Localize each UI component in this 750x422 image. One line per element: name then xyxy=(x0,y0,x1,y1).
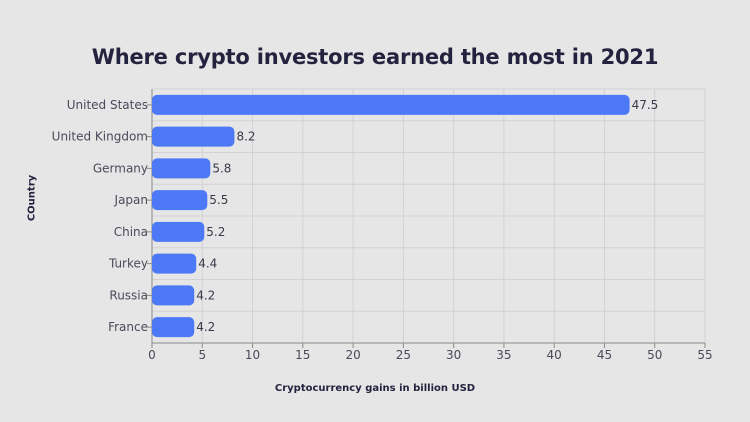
x-tick-label: 25 xyxy=(396,348,411,362)
x-tick-label: 45 xyxy=(597,348,612,362)
bar-value-label: 5.8 xyxy=(212,161,231,175)
bar-china xyxy=(152,221,205,242)
bar-france xyxy=(152,317,195,338)
bar-germany xyxy=(152,158,211,179)
x-tick-label: 35 xyxy=(496,348,511,362)
x-tick-label: 40 xyxy=(547,348,562,362)
category-label: Germany xyxy=(93,161,148,175)
x-tick-label: 5 xyxy=(198,348,206,362)
x-tick-label: 55 xyxy=(697,348,712,362)
bar-value-label: 5.5 xyxy=(209,193,228,207)
y-axis-label: COuntry xyxy=(26,174,38,222)
x-axis-label: Cryptocurrency gains in billion USD xyxy=(274,383,476,394)
bar-value-label: 4.2 xyxy=(196,320,215,334)
category-label: Japan xyxy=(114,193,148,207)
bar-russia xyxy=(152,285,195,306)
x-tick-label: 30 xyxy=(446,348,461,362)
x-tick-label: 10 xyxy=(245,348,260,362)
category-label: United States xyxy=(67,98,148,112)
x-tick-label: 15 xyxy=(295,348,310,362)
x-tick-label: 50 xyxy=(647,348,662,362)
category-label: China xyxy=(114,225,148,239)
bar-value-label: 5.2 xyxy=(206,225,225,239)
category-label: Russia xyxy=(109,288,148,302)
x-tick-label: 20 xyxy=(345,348,360,362)
bar-value-label: 4.2 xyxy=(196,288,215,302)
bar-japan xyxy=(152,190,208,211)
bar-united-states xyxy=(152,94,630,115)
category-label: France xyxy=(108,320,148,334)
bar-value-label: 8.2 xyxy=(236,130,255,144)
x-tick-label: 0 xyxy=(148,348,156,362)
bar-turkey xyxy=(152,253,197,274)
bar-value-label: 47.5 xyxy=(632,98,659,112)
category-label: Turkey xyxy=(108,257,148,271)
chart-title: Where crypto investors earned the most i… xyxy=(91,45,659,69)
bar-value-label: 4.4 xyxy=(198,257,217,271)
category-label: United Kingdom xyxy=(52,130,148,144)
bar-united-kingdom xyxy=(152,126,235,147)
